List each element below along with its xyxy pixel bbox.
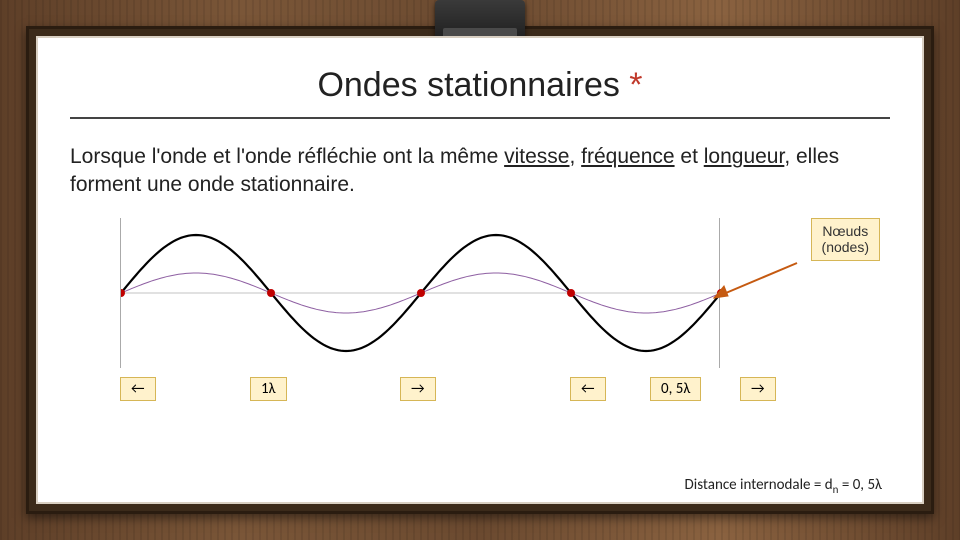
range1-right: → xyxy=(400,377,436,401)
internodal-post: = 0, 5λ xyxy=(838,476,882,494)
slide-content: Ondes stationnaires * Lorsque l'onde et … xyxy=(36,36,924,504)
body-mid2: et xyxy=(675,145,704,168)
body-mid1: , xyxy=(569,145,581,168)
node-label-line1: Nœuds xyxy=(822,223,868,239)
title-text: Ondes stationnaires xyxy=(317,66,629,104)
wave-box xyxy=(120,218,720,368)
internodal-distance: Distance internodale = dn = 0, 5λ xyxy=(685,476,882,496)
body-paragraph: Lorsque l'onde et l'onde réfléchie ont l… xyxy=(70,143,890,200)
range1-left: ← xyxy=(120,377,156,401)
body-u3: longueur xyxy=(704,145,785,168)
range2-left: ← xyxy=(570,377,606,401)
wave-svg xyxy=(121,218,721,368)
range-labels: ← 1λ → ← 0, 5λ → xyxy=(120,377,900,403)
internodal-pre: Distance internodale = d xyxy=(685,476,833,494)
title-asterisk: * xyxy=(629,66,642,104)
slide-title: Ondes stationnaires * xyxy=(70,66,890,105)
body-u2: fréquence xyxy=(581,145,674,168)
wave-diagram: Nœuds (nodes) ← 1λ → ← 0, 5λ → xyxy=(70,218,890,383)
range2-mid: 0, 5λ xyxy=(650,377,701,401)
slide-frame-outer: Ondes stationnaires * Lorsque l'onde et … xyxy=(26,26,934,514)
node-arrow xyxy=(702,258,802,308)
range1-mid: 1λ xyxy=(250,377,287,401)
range2-right: → xyxy=(740,377,776,401)
node-label: Nœuds (nodes) xyxy=(811,218,880,262)
node-label-line2: (nodes) xyxy=(822,239,869,255)
body-pre: Lorsque l'onde et l'onde réfléchie ont l… xyxy=(70,145,504,168)
body-u1: vitesse xyxy=(504,145,569,168)
title-divider xyxy=(70,117,890,119)
